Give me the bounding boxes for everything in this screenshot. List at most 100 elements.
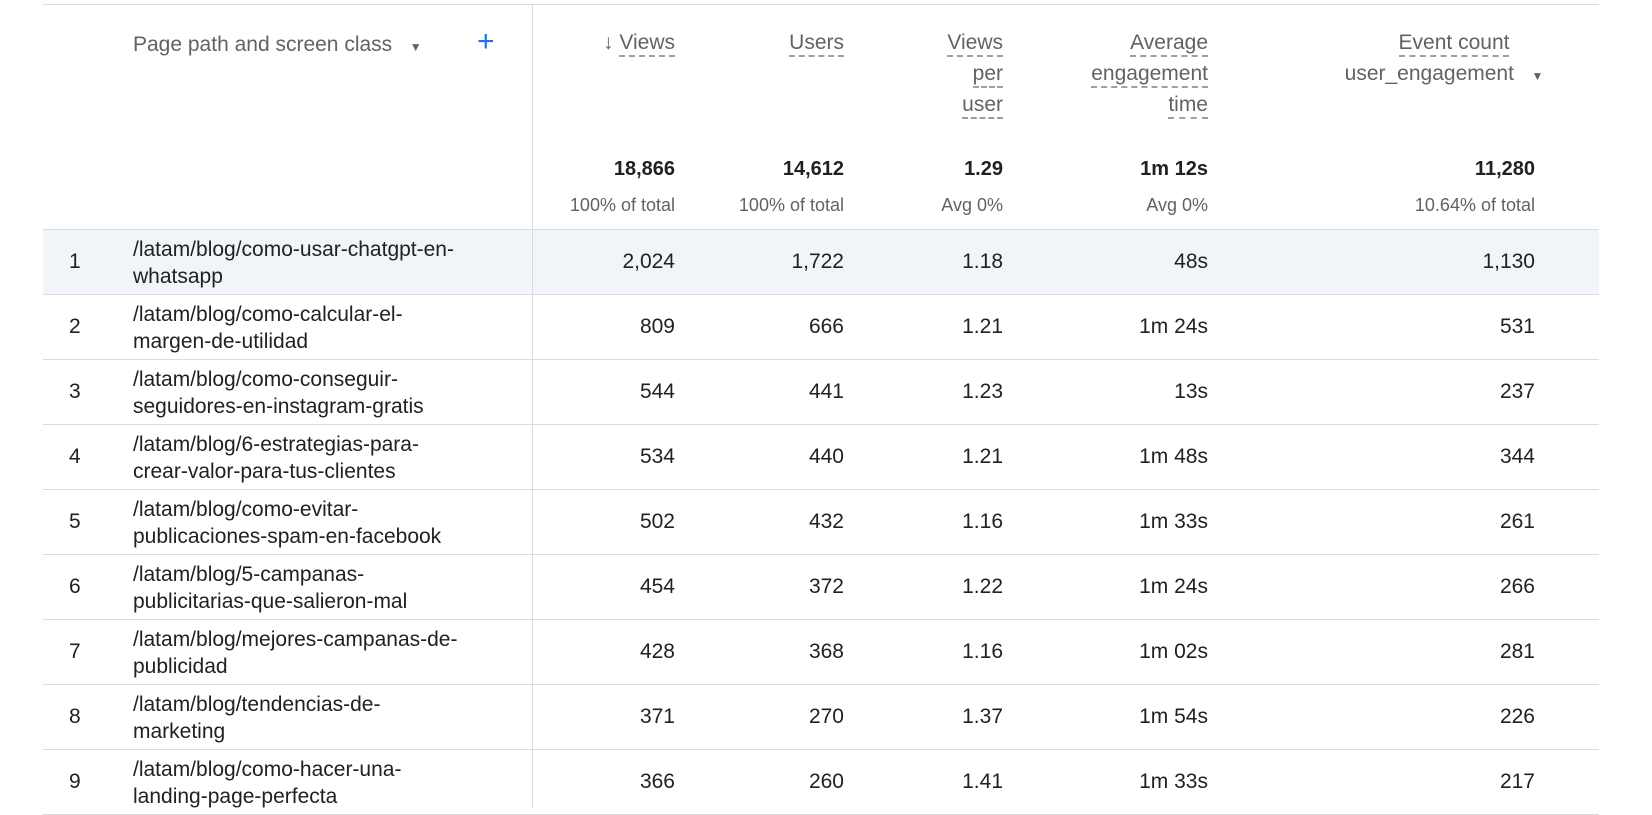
page-path-link[interactable]: /latam/blog/como-conseguir- seguidores-e… bbox=[133, 366, 513, 420]
total-views-per-user: 1.29 bbox=[964, 158, 1003, 180]
cell-users: 441 bbox=[808, 380, 844, 403]
page-path-link[interactable]: /latam/blog/mejores-campanas-de- publici… bbox=[133, 626, 513, 680]
cell-avg-engagement-time: 1m 48s bbox=[1139, 445, 1208, 468]
sort-arrow-down-icon: ↓ bbox=[603, 31, 614, 54]
total-users: 14,612 bbox=[782, 158, 844, 180]
table-row[interactable]: 5 /latam/blog/como-evitar- publicaciones… bbox=[43, 490, 1599, 555]
cell-users: 432 bbox=[808, 510, 844, 533]
cell-views-per-user: 1.21 bbox=[962, 315, 1003, 338]
chevron-down-icon: ▼ bbox=[1531, 69, 1544, 83]
page-path-line: marketing bbox=[133, 720, 226, 743]
table-row[interactable]: 8 /latam/blog/tendencias-de- marketing 3… bbox=[43, 685, 1599, 750]
cell-event-count: 344 bbox=[1499, 445, 1535, 468]
page-path-link[interactable]: /latam/blog/como-evitar- publicaciones-s… bbox=[133, 496, 513, 550]
page-path-line: publicaciones-spam-en-facebook bbox=[133, 525, 442, 548]
table-row[interactable]: 2 /latam/blog/como-calcular-el- margen-d… bbox=[43, 295, 1599, 360]
page-path-link[interactable]: /latam/blog/como-calcular-el- margen-de-… bbox=[133, 301, 513, 355]
page-path-link[interactable]: /latam/blog/6-estrategias-para- crear-va… bbox=[133, 431, 513, 485]
dimension-selector[interactable]: Page path and screen class ▼ bbox=[133, 33, 422, 57]
page-path-line: /latam/blog/como-conseguir- bbox=[133, 368, 398, 391]
table-row[interactable]: 4 /latam/blog/6-estrategias-para- crear-… bbox=[43, 425, 1599, 490]
table-row[interactable]: 1 /latam/blog/como-usar-chatgpt-en- what… bbox=[43, 230, 1599, 295]
row-index: 8 bbox=[69, 705, 81, 728]
cell-views-per-user: 1.16 bbox=[962, 640, 1003, 663]
cell-avg-engagement-time: 48s bbox=[1174, 250, 1208, 273]
cell-views: 544 bbox=[639, 380, 675, 403]
cell-views: 366 bbox=[639, 770, 675, 793]
total-users-sub: 100% of total bbox=[738, 195, 844, 215]
total-event-count-sub: 10.64% of total bbox=[1414, 195, 1535, 215]
chevron-down-icon: ▼ bbox=[409, 40, 422, 54]
cell-views: 502 bbox=[639, 510, 675, 533]
cell-event-count: 226 bbox=[1499, 705, 1535, 728]
cell-avg-engagement-time: 1m 33s bbox=[1139, 770, 1208, 793]
page-path-link[interactable]: /latam/blog/tendencias-de- marketing bbox=[133, 691, 513, 745]
row-index: 1 bbox=[69, 250, 81, 273]
cell-views-per-user: 1.22 bbox=[962, 575, 1003, 598]
row-index: 2 bbox=[69, 315, 81, 338]
column-header-views-per-user[interactable]: Views per user bbox=[947, 27, 1003, 120]
cell-avg-engagement-time: 1m 54s bbox=[1139, 705, 1208, 728]
page-path-line: /latam/blog/tendencias-de- bbox=[133, 693, 381, 716]
table-row[interactable]: 9 /latam/blog/como-hacer-una- landing-pa… bbox=[43, 750, 1599, 815]
page-path-line: landing-page-perfecta bbox=[133, 785, 338, 808]
page-path-link[interactable]: /latam/blog/como-usar-chatgpt-en- whatsa… bbox=[133, 236, 513, 290]
column-header-event-count[interactable]: Event count user_engagement ▼ bbox=[1343, 27, 1565, 92]
add-dimension-plus-icon[interactable]: + bbox=[477, 25, 495, 58]
cell-views-per-user: 1.23 bbox=[962, 380, 1003, 403]
row-index: 3 bbox=[69, 380, 81, 403]
event-filter-selector[interactable]: user_engagement ▼ bbox=[1344, 62, 1544, 85]
page-path-line: crear-valor-para-tus-clientes bbox=[133, 460, 396, 483]
total-views-sub: 100% of total bbox=[569, 195, 675, 215]
page-path-line: margen-de-utilidad bbox=[133, 330, 309, 353]
total-avg-engagement-sub: Avg 0% bbox=[1146, 195, 1208, 215]
page-path-line: /latam/blog/como-evitar- bbox=[133, 498, 359, 521]
cell-event-count: 237 bbox=[1499, 380, 1535, 403]
cell-event-count: 531 bbox=[1499, 315, 1535, 338]
cell-views: 2,024 bbox=[622, 250, 675, 273]
total-views-per-user-sub: Avg 0% bbox=[941, 195, 1003, 215]
cell-views-per-user: 1.37 bbox=[962, 705, 1003, 728]
column-divider bbox=[532, 4, 533, 808]
table-row[interactable]: 3 /latam/blog/como-conseguir- seguidores… bbox=[43, 360, 1599, 425]
page-path-line: /latam/blog/como-hacer-una- bbox=[133, 758, 402, 781]
column-header-views[interactable]: ↓ Views bbox=[603, 27, 675, 58]
cell-avg-engagement-time: 1m 24s bbox=[1139, 315, 1208, 338]
row-index: 4 bbox=[69, 445, 81, 468]
dimension-label: Page path and screen class bbox=[133, 33, 393, 56]
cell-avg-engagement-time: 1m 24s bbox=[1139, 575, 1208, 598]
cell-event-count: 217 bbox=[1499, 770, 1535, 793]
cell-users: 368 bbox=[808, 640, 844, 663]
cell-users: 666 bbox=[808, 315, 844, 338]
table-row[interactable]: 7 /latam/blog/mejores-campanas-de- publi… bbox=[43, 620, 1599, 685]
cell-users: 260 bbox=[808, 770, 844, 793]
table-row[interactable]: 6 /latam/blog/5-campanas- publicitarias-… bbox=[43, 555, 1599, 620]
cell-users: 270 bbox=[808, 705, 844, 728]
cell-views: 428 bbox=[639, 640, 675, 663]
cell-avg-engagement-time: 13s bbox=[1174, 380, 1208, 403]
cell-event-count: 261 bbox=[1499, 510, 1535, 533]
cell-event-count: 266 bbox=[1499, 575, 1535, 598]
cell-users: 372 bbox=[808, 575, 844, 598]
page-path-link[interactable]: /latam/blog/como-hacer-una- landing-page… bbox=[133, 756, 513, 810]
page-path-link[interactable]: /latam/blog/5-campanas- publicitarias-qu… bbox=[133, 561, 513, 615]
cell-views-per-user: 1.16 bbox=[962, 510, 1003, 533]
page-path-line: /latam/blog/como-usar-chatgpt-en- bbox=[133, 238, 454, 261]
column-header-users[interactable]: Users bbox=[789, 27, 844, 58]
cell-views: 454 bbox=[639, 575, 675, 598]
page-path-line: publicidad bbox=[133, 655, 228, 678]
page-path-line: seguidores-en-instagram-gratis bbox=[133, 395, 424, 418]
cell-views-per-user: 1.21 bbox=[962, 445, 1003, 468]
row-index: 6 bbox=[69, 575, 81, 598]
cell-avg-engagement-time: 1m 33s bbox=[1139, 510, 1208, 533]
cell-avg-engagement-time: 1m 02s bbox=[1139, 640, 1208, 663]
page-path-line: whatsapp bbox=[133, 265, 223, 288]
page-path-line: publicitarias-que-salieron-mal bbox=[133, 590, 408, 613]
cell-views-per-user: 1.18 bbox=[962, 250, 1003, 273]
total-avg-engagement: 1m 12s bbox=[1140, 158, 1208, 180]
report-table: Page path and screen class ▼ + ↓ Views U… bbox=[43, 4, 1599, 815]
row-index: 9 bbox=[69, 770, 81, 793]
table-header: Page path and screen class ▼ + ↓ Views U… bbox=[43, 5, 1599, 230]
column-header-avg-engagement-time[interactable]: Average engagement time bbox=[1091, 27, 1208, 120]
page-path-line: /latam/blog/como-calcular-el- bbox=[133, 303, 403, 326]
